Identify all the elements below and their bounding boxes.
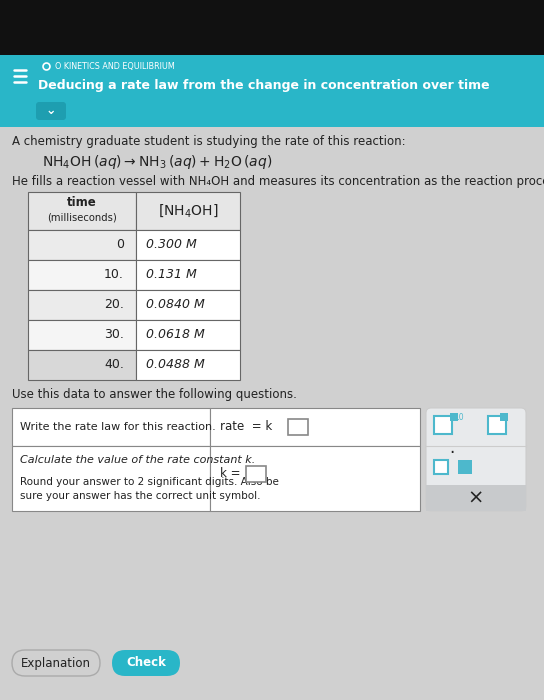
Bar [210, 446, 420, 511]
Bar [434, 460, 448, 474]
Text: k =: k = [220, 467, 240, 480]
Bar [136, 320, 240, 350]
Bar [136, 350, 240, 380]
Bar [434, 416, 452, 434]
FancyBboxPatch shape [12, 650, 100, 676]
FancyBboxPatch shape [36, 102, 66, 120]
Bar [0, 0, 544, 55]
Text: Round your answer to 2 significant digits. Also be: Round your answer to 2 significant digit… [20, 477, 279, 487]
Text: 0: 0 [116, 239, 124, 251]
Bar [0, 55, 544, 127]
Text: 0.300 M: 0.300 M [146, 239, 197, 251]
Text: O KINETICS AND EQUILIBRIUM: O KINETICS AND EQUILIBRIUM [55, 62, 175, 71]
Text: 0.131 M: 0.131 M [146, 269, 197, 281]
FancyBboxPatch shape [426, 485, 526, 511]
Text: Use this data to answer the following questions.: Use this data to answer the following qu… [12, 388, 297, 401]
Text: Deducing a rate law from the change in concentration over time: Deducing a rate law from the change in c… [38, 80, 490, 92]
Text: Write the rate law for this reaction.: Write the rate law for this reaction. [20, 422, 216, 432]
Text: 10.: 10. [104, 269, 124, 281]
FancyBboxPatch shape [426, 408, 526, 511]
Text: $\mathrm{NH_4OH}$$\,(aq) \rightarrow \mathrm{NH_3}\,(aq) + \mathrm{H_2O}\,(aq)$: $\mathrm{NH_4OH}$$\,(aq) \rightarrow \ma… [42, 153, 273, 171]
Text: sure your answer has the correct unit symbol.: sure your answer has the correct unit sy… [20, 491, 261, 501]
Bar [136, 230, 240, 260]
Bar [12, 408, 210, 446]
Bar [450, 413, 458, 421]
Text: ⌄: ⌄ [46, 104, 56, 118]
Bar [488, 416, 506, 434]
Bar [12, 446, 210, 511]
Text: 20.: 20. [104, 298, 124, 312]
Bar [458, 460, 472, 474]
Bar [426, 485, 526, 511]
Bar [136, 290, 240, 320]
Bar [0, 127, 544, 700]
Text: $[\mathrm{NH_4OH}]$: $[\mathrm{NH_4OH}]$ [158, 202, 218, 219]
Bar [28, 192, 136, 230]
Bar [136, 192, 240, 230]
Text: time: time [67, 197, 97, 209]
Text: ·: · [449, 444, 455, 462]
Text: 0.0488 M: 0.0488 M [146, 358, 205, 372]
Text: Explanation: Explanation [21, 657, 91, 669]
Text: 30.: 30. [104, 328, 124, 342]
Bar [500, 413, 508, 421]
Text: rate  = k: rate = k [220, 421, 272, 433]
FancyBboxPatch shape [112, 650, 180, 676]
Bar [28, 260, 136, 290]
Bar [136, 260, 240, 290]
Bar [28, 350, 136, 380]
Bar [210, 408, 420, 446]
Text: Calculate the value of the rate constant k.: Calculate the value of the rate constant… [20, 455, 255, 465]
Text: ×: × [468, 489, 484, 508]
Text: Check: Check [126, 657, 166, 669]
Text: A chemistry graduate student is studying the rate of this reaction:: A chemistry graduate student is studying… [12, 135, 406, 148]
Bar [28, 230, 136, 260]
Text: 0.0840 M: 0.0840 M [146, 298, 205, 312]
Text: He fills a reaction vessel with NH₄OH and measures its concentration as the reac: He fills a reaction vessel with NH₄OH an… [12, 175, 544, 188]
Text: 0.0618 M: 0.0618 M [146, 328, 205, 342]
Bar [246, 466, 266, 482]
Bar [288, 419, 308, 435]
Bar [28, 320, 136, 350]
Text: (milliseconds): (milliseconds) [47, 213, 117, 223]
Text: 10: 10 [454, 414, 463, 423]
Text: 40.: 40. [104, 358, 124, 372]
Bar [28, 290, 136, 320]
